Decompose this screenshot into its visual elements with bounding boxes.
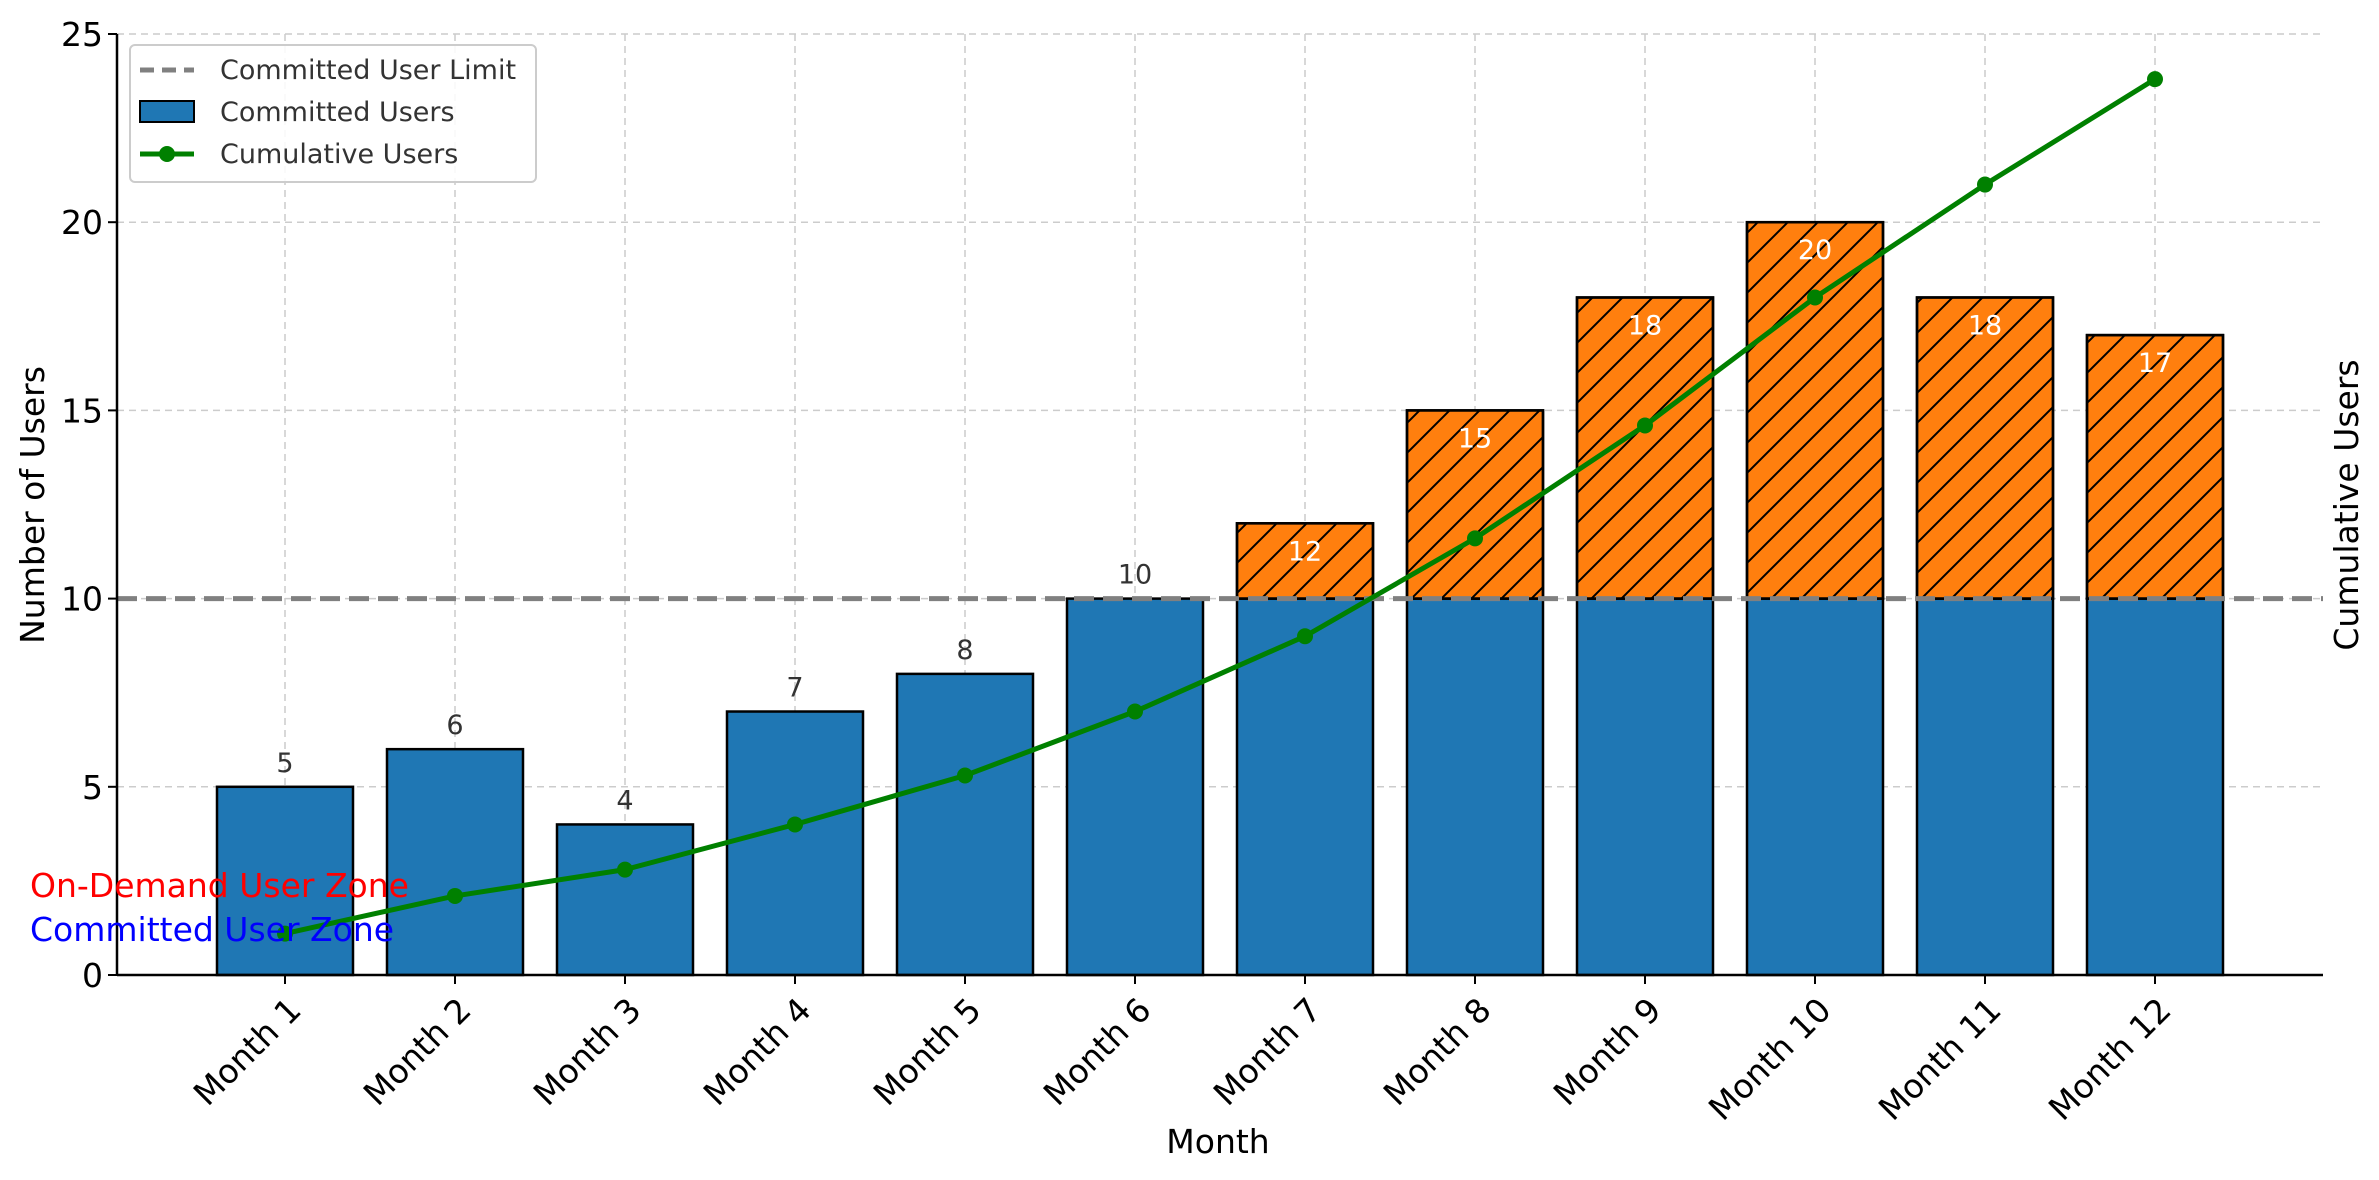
legend-label-committed: Committed Users (220, 97, 455, 128)
cumulative-users-point (2147, 71, 2163, 88)
bar-value-label: 8 (956, 635, 973, 666)
legend-swatch-cumulative-marker (159, 146, 175, 162)
legend-label-cumulative: Cumulative Users (220, 139, 458, 170)
x-tick-label: Month 1 (186, 990, 309, 1113)
bar-value-label: 18 (1628, 310, 1662, 341)
y-tick-label: 0 (82, 956, 103, 995)
legend-box (129, 44, 537, 183)
legend-swatch-committed (139, 100, 195, 123)
bar-value-label: 18 (1968, 310, 2002, 341)
committed-bar (1235, 597, 1375, 977)
cumulative-users-point (617, 861, 633, 878)
bar-labels-layer: 5 6 4 7 8 10 12 15 18 20 18 17 (276, 235, 2172, 816)
y-axis-title: Number of Users (13, 366, 52, 644)
legend: Committed User Limit Committed Users Cum… (129, 44, 537, 183)
on-demand-bar-hatch (1575, 296, 1715, 600)
committed-zone-annotation: Committed User Zone (30, 910, 394, 949)
committed-bar (1575, 597, 1715, 977)
committed-bar (1745, 597, 1885, 977)
bar-value-label: 10 (1118, 560, 1152, 591)
cumulative-users-point (277, 925, 293, 942)
legend-label-limit: Committed User Limit (220, 55, 516, 86)
committed-bar (555, 823, 695, 977)
on-demand-bar-hatch (1405, 409, 1545, 600)
cumulative-users-point (1297, 628, 1313, 645)
on-demand-bar-hatch (2085, 333, 2225, 600)
bar-value-label: 4 (616, 785, 633, 816)
bar-value-label: 5 (276, 748, 293, 779)
x-tick-label: Month 5 (866, 990, 989, 1113)
committed-bar (1915, 597, 2055, 977)
cumulative-users-point (1807, 289, 1823, 306)
cumulative-users-point (1467, 530, 1483, 547)
cumulative-users-point (957, 767, 973, 784)
committed-bar (895, 672, 1035, 977)
x-tick-label: Month 3 (526, 990, 649, 1113)
x-tick-label: Month 12 (2041, 990, 2179, 1128)
cumulative-users-point (787, 816, 803, 833)
bar-value-label: 17 (2138, 348, 2172, 379)
committed-bar (1065, 597, 1205, 977)
cumulative-line-layer (277, 71, 2163, 942)
bars-layer (215, 220, 2225, 977)
y-tick-label: 10 (61, 580, 103, 619)
y2-axis-title: Cumulative Users (2327, 359, 2366, 650)
bar-value-label: 20 (1798, 235, 1832, 266)
x-tick-label: Month 10 (1701, 990, 1839, 1128)
committed-bar (215, 785, 355, 977)
cumulative-users-line (284, 77, 2157, 937)
cumulative-users-point (1637, 417, 1653, 434)
x-tick-label: Month 4 (696, 990, 819, 1113)
on-demand-bar-hatch (1745, 220, 1885, 600)
y-tick-label: 25 (61, 15, 103, 54)
bar-value-label: 15 (1458, 423, 1492, 454)
x-tick-label: Month 9 (1546, 990, 1669, 1113)
x-tick-label: Month 8 (1376, 990, 1499, 1113)
cumulative-users-point (1127, 703, 1143, 720)
cumulative-users-point (1977, 176, 1993, 193)
cumulative-users-point (447, 887, 463, 904)
committed-bar (385, 747, 525, 977)
committed-bar (2085, 597, 2225, 977)
y-tick-label: 15 (61, 391, 103, 430)
committed-bar (1405, 597, 1545, 977)
bar-value-label: 7 (786, 673, 803, 704)
on-demand-bar-hatch (1235, 522, 1375, 600)
y-tick-label: 5 (82, 768, 103, 807)
x-tick-label: Month 6 (1036, 990, 1159, 1113)
on-demand-bar-hatch (1915, 296, 2055, 600)
x-tick-label: Month 11 (1871, 990, 2009, 1128)
x-axis-title: Month (1166, 1122, 1269, 1161)
committed-bar (725, 710, 865, 977)
x-tick-label: Month 2 (356, 990, 479, 1113)
y-tick-label: 20 (61, 203, 103, 242)
on-demand-zone-annotation: On-Demand User Zone (30, 866, 409, 905)
bar-value-label: 12 (1288, 536, 1322, 567)
bar-value-label: 6 (446, 710, 463, 741)
x-tick-label: Month 7 (1206, 990, 1329, 1113)
